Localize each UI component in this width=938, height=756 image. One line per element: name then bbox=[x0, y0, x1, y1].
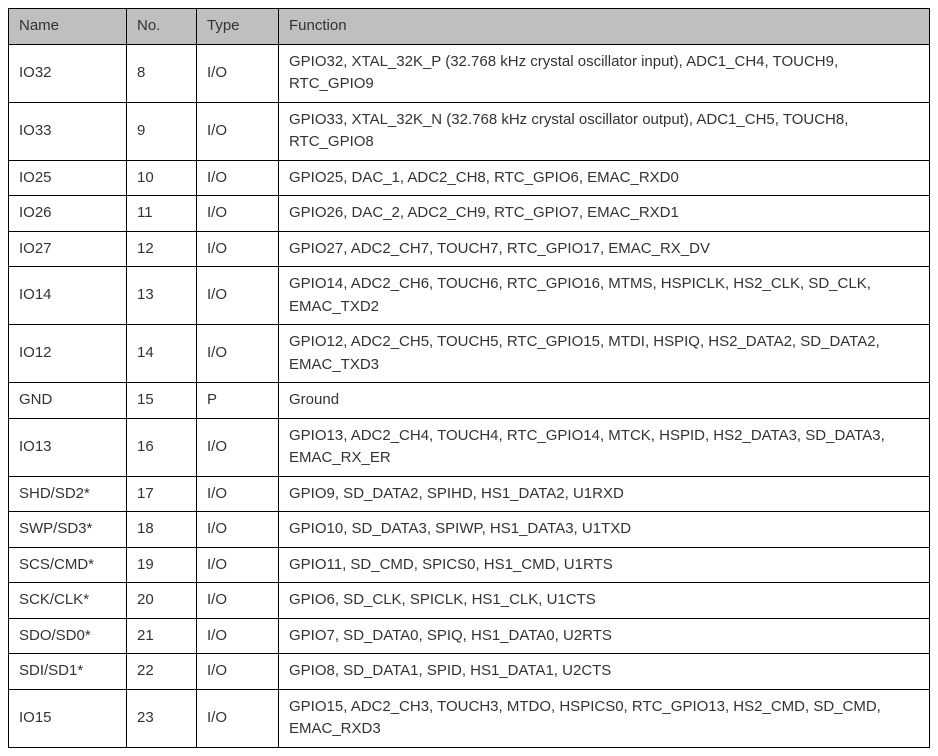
table-row: IO1214I/OGPIO12, ADC2_CH5, TOUCH5, RTC_G… bbox=[9, 325, 930, 383]
cell-function: GPIO10, SD_DATA3, SPIWP, HS1_DATA3, U1TX… bbox=[279, 512, 930, 548]
cell-type: I/O bbox=[197, 160, 279, 196]
table-row: SDI/SD1*22I/OGPIO8, SD_DATA1, SPID, HS1_… bbox=[9, 654, 930, 690]
col-header-no: No. bbox=[127, 9, 197, 45]
table-row: SDO/SD0*21I/OGPIO7, SD_DATA0, SPIQ, HS1_… bbox=[9, 618, 930, 654]
cell-name: IO13 bbox=[9, 418, 127, 476]
cell-type: I/O bbox=[197, 231, 279, 267]
cell-no: 15 bbox=[127, 383, 197, 419]
table-row: IO2510I/OGPIO25, DAC_1, ADC2_CH8, RTC_GP… bbox=[9, 160, 930, 196]
cell-function: GPIO9, SD_DATA2, SPIHD, HS1_DATA2, U1RXD bbox=[279, 476, 930, 512]
cell-name: SCK/CLK* bbox=[9, 583, 127, 619]
cell-function: GPIO6, SD_CLK, SPICLK, HS1_CLK, U1CTS bbox=[279, 583, 930, 619]
cell-type: I/O bbox=[197, 267, 279, 325]
cell-function: Ground bbox=[279, 383, 930, 419]
cell-function: GPIO14, ADC2_CH6, TOUCH6, RTC_GPIO16, MT… bbox=[279, 267, 930, 325]
cell-no: 17 bbox=[127, 476, 197, 512]
pin-table: Name No. Type Function IO328I/OGPIO32, X… bbox=[8, 8, 930, 748]
cell-function: GPIO33, XTAL_32K_N (32.768 kHz crystal o… bbox=[279, 102, 930, 160]
cell-no: 12 bbox=[127, 231, 197, 267]
col-header-func: Function bbox=[279, 9, 930, 45]
cell-no: 16 bbox=[127, 418, 197, 476]
table-row: SCK/CLK*20I/OGPIO6, SD_CLK, SPICLK, HS1_… bbox=[9, 583, 930, 619]
cell-no: 23 bbox=[127, 689, 197, 747]
cell-no: 13 bbox=[127, 267, 197, 325]
col-header-type: Type bbox=[197, 9, 279, 45]
cell-type: P bbox=[197, 383, 279, 419]
cell-function: GPIO26, DAC_2, ADC2_CH9, RTC_GPIO7, EMAC… bbox=[279, 196, 930, 232]
cell-function: GPIO7, SD_DATA0, SPIQ, HS1_DATA0, U2RTS bbox=[279, 618, 930, 654]
cell-type: I/O bbox=[197, 583, 279, 619]
table-row: SHD/SD2*17I/OGPIO9, SD_DATA2, SPIHD, HS1… bbox=[9, 476, 930, 512]
cell-name: SHD/SD2* bbox=[9, 476, 127, 512]
table-header-row: Name No. Type Function bbox=[9, 9, 930, 45]
cell-type: I/O bbox=[197, 44, 279, 102]
cell-no: 19 bbox=[127, 547, 197, 583]
cell-name: IO25 bbox=[9, 160, 127, 196]
table-body: IO328I/OGPIO32, XTAL_32K_P (32.768 kHz c… bbox=[9, 44, 930, 747]
cell-function: GPIO8, SD_DATA1, SPID, HS1_DATA1, U2CTS bbox=[279, 654, 930, 690]
cell-no: 8 bbox=[127, 44, 197, 102]
cell-function: GPIO13, ADC2_CH4, TOUCH4, RTC_GPIO14, MT… bbox=[279, 418, 930, 476]
cell-type: I/O bbox=[197, 102, 279, 160]
cell-no: 21 bbox=[127, 618, 197, 654]
cell-name: IO26 bbox=[9, 196, 127, 232]
cell-no: 18 bbox=[127, 512, 197, 548]
cell-type: I/O bbox=[197, 196, 279, 232]
cell-type: I/O bbox=[197, 476, 279, 512]
cell-name: IO12 bbox=[9, 325, 127, 383]
table-row: IO1316I/OGPIO13, ADC2_CH4, TOUCH4, RTC_G… bbox=[9, 418, 930, 476]
cell-name: IO27 bbox=[9, 231, 127, 267]
cell-name: SWP/SD3* bbox=[9, 512, 127, 548]
cell-no: 11 bbox=[127, 196, 197, 232]
cell-type: I/O bbox=[197, 547, 279, 583]
table-row: IO2611I/OGPIO26, DAC_2, ADC2_CH9, RTC_GP… bbox=[9, 196, 930, 232]
table-row: GND15PGround bbox=[9, 383, 930, 419]
col-header-name: Name bbox=[9, 9, 127, 45]
cell-type: I/O bbox=[197, 689, 279, 747]
cell-function: GPIO11, SD_CMD, SPICS0, HS1_CMD, U1RTS bbox=[279, 547, 930, 583]
table-row: IO1413I/OGPIO14, ADC2_CH6, TOUCH6, RTC_G… bbox=[9, 267, 930, 325]
cell-function: GPIO15, ADC2_CH3, TOUCH3, MTDO, HSPICS0,… bbox=[279, 689, 930, 747]
table-row: IO328I/OGPIO32, XTAL_32K_P (32.768 kHz c… bbox=[9, 44, 930, 102]
cell-name: IO32 bbox=[9, 44, 127, 102]
cell-function: GPIO32, XTAL_32K_P (32.768 kHz crystal o… bbox=[279, 44, 930, 102]
cell-type: I/O bbox=[197, 654, 279, 690]
cell-name: GND bbox=[9, 383, 127, 419]
table-row: IO339I/OGPIO33, XTAL_32K_N (32.768 kHz c… bbox=[9, 102, 930, 160]
cell-type: I/O bbox=[197, 512, 279, 548]
table-row: SCS/CMD*19I/OGPIO11, SD_CMD, SPICS0, HS1… bbox=[9, 547, 930, 583]
cell-type: I/O bbox=[197, 325, 279, 383]
cell-function: GPIO25, DAC_1, ADC2_CH8, RTC_GPIO6, EMAC… bbox=[279, 160, 930, 196]
cell-no: 10 bbox=[127, 160, 197, 196]
cell-no: 14 bbox=[127, 325, 197, 383]
cell-function: GPIO27, ADC2_CH7, TOUCH7, RTC_GPIO17, EM… bbox=[279, 231, 930, 267]
cell-name: IO14 bbox=[9, 267, 127, 325]
cell-type: I/O bbox=[197, 618, 279, 654]
cell-no: 22 bbox=[127, 654, 197, 690]
cell-function: GPIO12, ADC2_CH5, TOUCH5, RTC_GPIO15, MT… bbox=[279, 325, 930, 383]
cell-no: 9 bbox=[127, 102, 197, 160]
table-row: IO1523I/OGPIO15, ADC2_CH3, TOUCH3, MTDO,… bbox=[9, 689, 930, 747]
table-row: SWP/SD3*18I/OGPIO10, SD_DATA3, SPIWP, HS… bbox=[9, 512, 930, 548]
cell-name: IO15 bbox=[9, 689, 127, 747]
cell-name: SDI/SD1* bbox=[9, 654, 127, 690]
cell-name: IO33 bbox=[9, 102, 127, 160]
cell-name: SDO/SD0* bbox=[9, 618, 127, 654]
cell-name: SCS/CMD* bbox=[9, 547, 127, 583]
cell-no: 20 bbox=[127, 583, 197, 619]
table-row: IO2712I/OGPIO27, ADC2_CH7, TOUCH7, RTC_G… bbox=[9, 231, 930, 267]
cell-type: I/O bbox=[197, 418, 279, 476]
table-header: Name No. Type Function bbox=[9, 9, 930, 45]
